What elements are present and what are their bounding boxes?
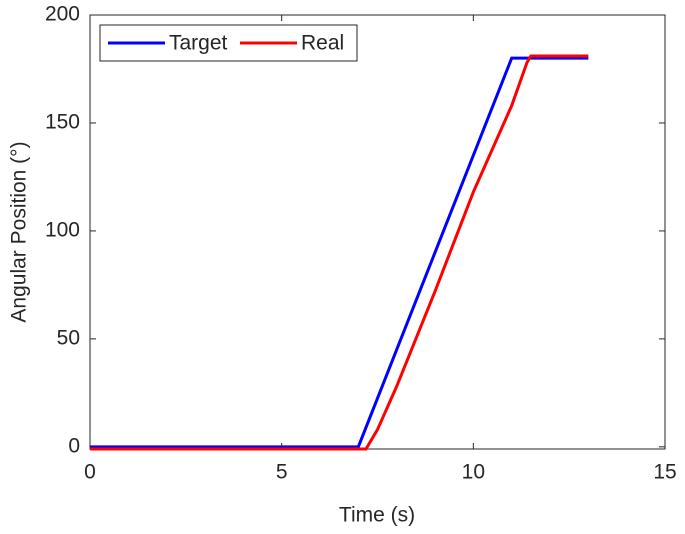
y-tick-label: 200	[45, 3, 80, 26]
legend-label: Target	[169, 32, 228, 55]
legend: Target Real	[99, 24, 358, 62]
y-tick-label: 50	[57, 326, 80, 349]
x-tick-label: 0	[84, 461, 96, 484]
x-tick-label: 5	[276, 461, 288, 484]
data-line	[90, 56, 589, 449]
data-line	[90, 54, 589, 451]
x-tick-label: 10	[462, 461, 485, 484]
x-tick-label: 15	[653, 461, 676, 484]
plot-box	[89, 14, 666, 450]
y-tick-label: 150	[45, 111, 80, 134]
y-tick-label: 0	[68, 434, 80, 457]
y-tick-label: 100	[45, 218, 80, 241]
y-axis-label: Angular Position (°)	[8, 141, 31, 322]
legend-box	[99, 24, 358, 62]
legend-label: Real	[301, 32, 344, 55]
x-axis-label: Time (s)	[339, 504, 415, 527]
